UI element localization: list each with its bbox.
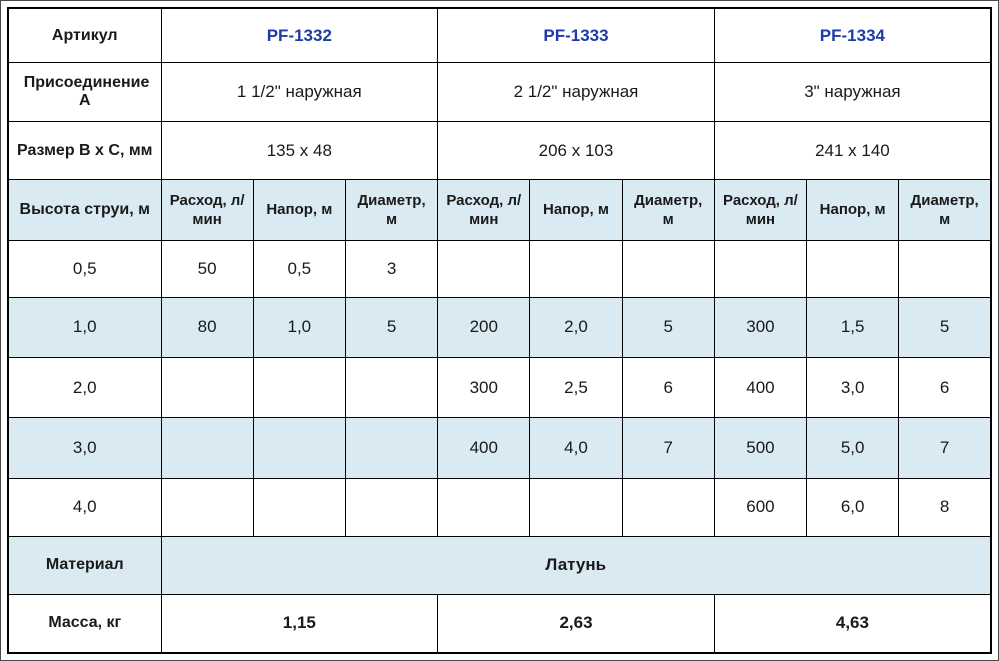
table-cell: 3 — [344, 239, 439, 298]
table-cell — [160, 477, 254, 538]
jet-height-cell: 2,0 — [7, 357, 162, 418]
table-cell: 0,5 — [252, 239, 346, 298]
table-cell: 1,5 — [806, 296, 900, 359]
spec-table: Артикул PF-1332 PF-1333 PF-1334 Присоеди… — [7, 7, 992, 654]
mass-value-pf1334: 4,63 — [713, 593, 992, 654]
diameter-header: Диаметр, м — [621, 179, 715, 241]
table-row: 3,0 400 4,0 7 500 5,0 7 — [7, 416, 992, 479]
size-value: 206 x 103 — [437, 120, 715, 181]
connection-value: 1 1/2" наружная — [160, 62, 439, 122]
flow-header: Расход, л/мин — [160, 179, 254, 241]
table-cell — [344, 357, 439, 418]
table-row: 1,0 80 1,0 5 200 2,0 5 300 1,5 5 — [7, 296, 992, 359]
table-cell: 2,0 — [529, 296, 623, 359]
article-value-pf1334: PF-1334 — [713, 7, 992, 64]
table-cell: 7 — [898, 416, 992, 479]
table-cell — [806, 239, 900, 298]
connection-label: Присоединение А — [7, 62, 162, 122]
table-cell — [160, 416, 254, 479]
table-cell — [529, 477, 623, 538]
table-cell: 7 — [621, 416, 715, 479]
table-cell: 500 — [713, 416, 808, 479]
diameter-header: Диаметр, м — [344, 179, 439, 241]
table-cell: 3,0 — [806, 357, 900, 418]
head-header: Напор, м — [252, 179, 346, 241]
article-value-pf1332: PF-1332 — [160, 7, 439, 64]
material-label: Материал — [7, 536, 162, 595]
table-cell: 400 — [437, 416, 531, 479]
table-cell — [252, 416, 346, 479]
table-cell — [621, 239, 715, 298]
material-row: Материал Латунь — [7, 536, 992, 595]
article-value-pf1333: PF-1333 — [437, 7, 715, 64]
table-cell: 2,5 — [529, 357, 623, 418]
table-cell: 5 — [344, 296, 439, 359]
table-cell — [252, 357, 346, 418]
table-cell: 400 — [713, 357, 808, 418]
table-cell: 5 — [621, 296, 715, 359]
table-cell — [621, 477, 715, 538]
article-label: Артикул — [7, 7, 162, 64]
table-cell: 6 — [898, 357, 992, 418]
head-header: Напор, м — [529, 179, 623, 241]
table-cell — [160, 357, 254, 418]
table-cell: 5,0 — [806, 416, 900, 479]
table-row: 0,5 50 0,5 3 — [7, 239, 992, 298]
connection-label-text: Присоединение А — [23, 73, 150, 109]
connection-value: 2 1/2" наружная — [437, 62, 715, 122]
mass-row: Масса, кг 1,15 2,63 4,63 — [7, 593, 992, 654]
table-cell: 600 — [713, 477, 808, 538]
table-cell: 4,0 — [529, 416, 623, 479]
size-row: Размер B x C, мм 135 x 48 206 x 103 241 … — [7, 120, 992, 181]
table-cell — [898, 239, 992, 298]
table-cell — [713, 239, 808, 298]
table-cell: 1,0 — [252, 296, 346, 359]
diameter-header: Диаметр, м — [898, 179, 992, 241]
table-cell: 5 — [898, 296, 992, 359]
table-cell: 300 — [437, 357, 531, 418]
jet-height-cell: 1,0 — [7, 296, 162, 359]
table-cell — [529, 239, 623, 298]
table-cell — [437, 239, 531, 298]
table-cell: 8 — [898, 477, 992, 538]
subheader-row: Высота струи, м Расход, л/мин Напор, м Д… — [7, 179, 992, 241]
material-value: Латунь — [160, 536, 992, 595]
table-cell: 50 — [160, 239, 254, 298]
table-row: 2,0 300 2,5 6 400 3,0 6 — [7, 357, 992, 418]
article-row: Артикул PF-1332 PF-1333 PF-1334 — [7, 7, 992, 64]
table-cell: 6,0 — [806, 477, 900, 538]
connection-value: 3" наружная — [713, 62, 992, 122]
table-cell: 300 — [713, 296, 808, 359]
table-cell — [344, 477, 439, 538]
table-cell — [252, 477, 346, 538]
table-cell: 80 — [160, 296, 254, 359]
table-cell: 200 — [437, 296, 531, 359]
mass-value-pf1332: 1,15 — [160, 593, 439, 654]
size-value: 241 x 140 — [713, 120, 992, 181]
table-cell: 6 — [621, 357, 715, 418]
flow-header: Расход, л/мин — [437, 179, 531, 241]
table-row: 4,0 600 6,0 8 — [7, 477, 992, 538]
mass-label: Масса, кг — [7, 593, 162, 654]
jet-height-cell: 3,0 — [7, 416, 162, 479]
table-cell — [344, 416, 439, 479]
connection-row: Присоединение А 1 1/2" наружная 2 1/2" н… — [7, 62, 992, 122]
table-cell — [437, 477, 531, 538]
jet-height-cell: 0,5 — [7, 239, 162, 298]
flow-header: Расход, л/мин — [713, 179, 808, 241]
jet-height-header: Высота струи, м — [7, 179, 162, 241]
jet-height-cell: 4,0 — [7, 477, 162, 538]
head-header: Напор, м — [806, 179, 900, 241]
size-value: 135 x 48 — [160, 120, 439, 181]
size-label: Размер B x C, мм — [7, 120, 162, 181]
mass-value-pf1333: 2,63 — [437, 593, 715, 654]
